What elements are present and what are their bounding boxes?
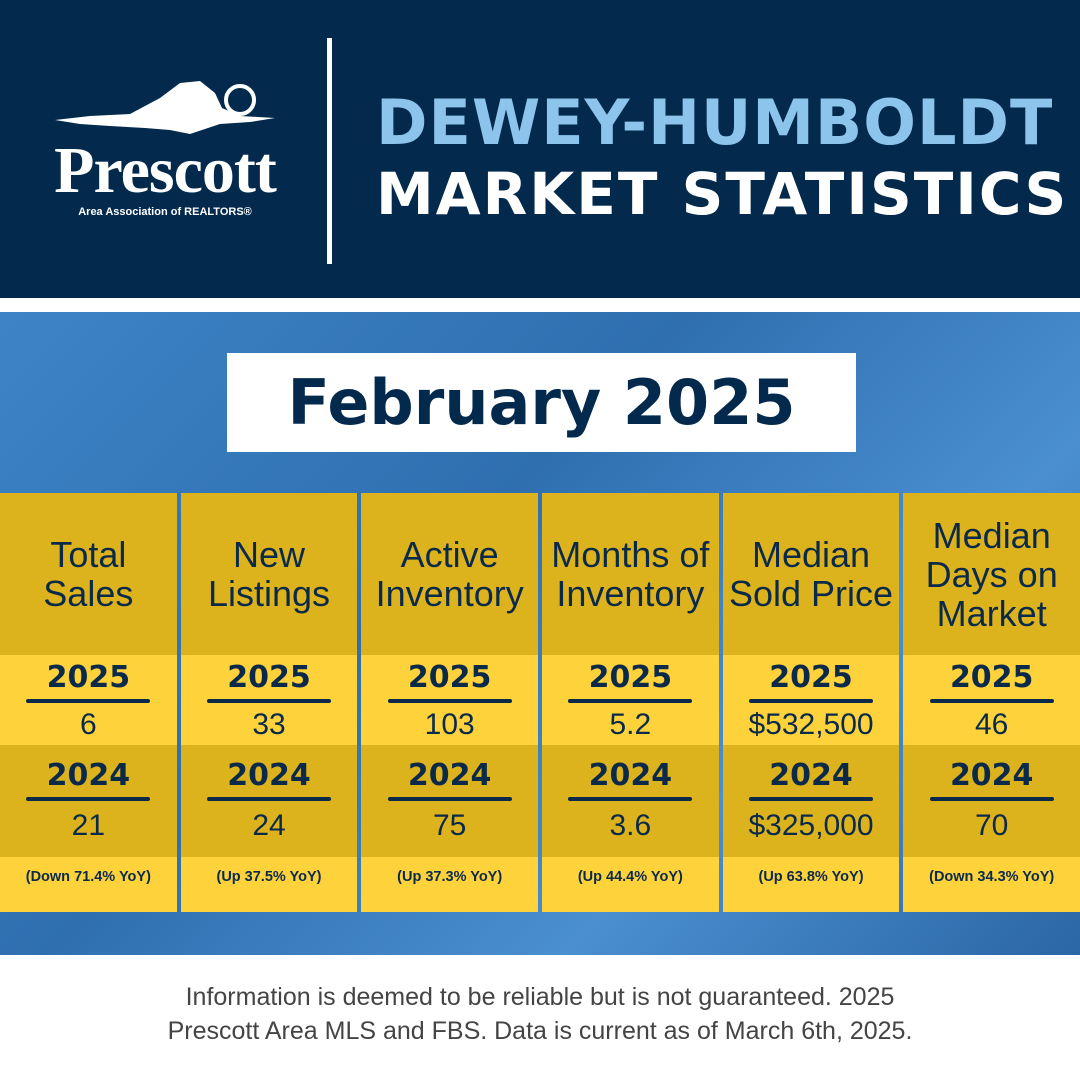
current-year-row: 2025 46 bbox=[903, 655, 1080, 745]
stat-column: Active Inventory 2025 103 2024 75 (Up 37.3… bbox=[361, 493, 539, 912]
current-year: 2025 bbox=[227, 660, 311, 695]
prior-value: 70 bbox=[975, 809, 1009, 842]
prior-year: 2024 bbox=[949, 758, 1034, 793]
disclaimer-line-2: Prescott Area MLS and FBS. Data is curre… bbox=[167, 1017, 913, 1045]
stat-column: Total Sales 2025 6 2024 21 (Down 71.4% YoY… bbox=[0, 493, 177, 912]
underline bbox=[207, 797, 331, 801]
current-year: 2025 bbox=[949, 660, 1034, 695]
prior-value: 24 bbox=[252, 809, 286, 842]
stats-table: Total Sales 2025 6 2024 21 (Down 71.4% YoY… bbox=[0, 493, 1080, 912]
underline bbox=[387, 699, 512, 703]
yoy-change: (Up 37.3% YoY) bbox=[361, 857, 539, 912]
stat-label: Months of Inventory bbox=[542, 493, 719, 655]
current-year: 2025 bbox=[588, 660, 673, 695]
disclaimer-line-1: Information is deemed to be reliable but… bbox=[185, 983, 895, 1011]
prior-year: 2024 bbox=[227, 758, 311, 793]
page-title: MARKET STATISTICS bbox=[376, 160, 1069, 228]
current-year: 2025 bbox=[407, 660, 492, 695]
underline bbox=[749, 699, 874, 703]
yoy-change: (Down 71.4% YoY) bbox=[0, 857, 177, 912]
yoy-change: (Up 63.8% YoY) bbox=[722, 857, 900, 912]
prior-year: 2024 bbox=[769, 758, 853, 793]
current-value: 33 bbox=[252, 708, 286, 741]
prior-year-row: 2024 21 bbox=[0, 745, 177, 857]
underline bbox=[749, 797, 874, 801]
header-divider bbox=[327, 38, 332, 264]
underline bbox=[207, 699, 331, 703]
current-year-row: 2025 103 bbox=[361, 655, 539, 745]
current-year-row: 2025 6 bbox=[0, 655, 177, 745]
current-value: 5.2 bbox=[609, 708, 652, 741]
underline bbox=[387, 797, 512, 801]
stat-column: Median Days on Market 2025 46 2024 70 (Dow… bbox=[903, 493, 1080, 912]
current-value: 6 bbox=[79, 708, 97, 741]
underline bbox=[929, 699, 1054, 703]
logo-name: Prescott bbox=[54, 134, 277, 207]
current-value: 46 bbox=[975, 708, 1009, 741]
current-year-row: 2025 33 bbox=[180, 655, 358, 745]
prior-year: 2024 bbox=[407, 758, 492, 793]
underline bbox=[26, 797, 151, 801]
month-title: February 2025 bbox=[227, 353, 856, 452]
logo: Prescott Area Association of REALTORS® bbox=[30, 78, 300, 238]
current-year-row: 2025 $532,500 bbox=[722, 655, 900, 745]
disclaimer: Information is deemed to be reliable but… bbox=[0, 980, 1080, 1048]
prior-year: 2024 bbox=[46, 758, 131, 793]
stat-label: New Listings bbox=[180, 493, 358, 655]
header: Prescott Area Association of REALTORS® D… bbox=[0, 0, 1080, 298]
current-value: $532,500 bbox=[748, 708, 874, 741]
mountain-logo-icon bbox=[55, 81, 275, 134]
current-value: 103 bbox=[424, 708, 475, 741]
stat-column: Median Sold Price 2025 $532,500 2024 $325,… bbox=[722, 493, 900, 912]
prior-value: $325,000 bbox=[748, 809, 874, 842]
yoy-change: (Up 37.5% YoY) bbox=[180, 857, 358, 912]
current-year: 2025 bbox=[46, 660, 131, 695]
prior-value: 3.6 bbox=[609, 809, 652, 842]
stat-label: Median Days on Market bbox=[903, 493, 1080, 655]
prior-year-row: 2024 75 bbox=[361, 745, 539, 857]
prior-value: 21 bbox=[71, 809, 106, 842]
prior-year-row: 2024 24 bbox=[180, 745, 358, 857]
logo-subtitle: Area Association of REALTORS® bbox=[78, 206, 252, 218]
stat-column: Months of Inventory 2025 5.2 2024 3.6 (Up … bbox=[542, 493, 719, 912]
yoy-change: (Up 44.4% YoY) bbox=[542, 857, 719, 912]
area-title: DEWEY-HUMBOLDT bbox=[376, 86, 1054, 159]
prior-value: 75 bbox=[432, 809, 467, 842]
underline bbox=[929, 797, 1054, 801]
yoy-change: (Down 34.3% YoY) bbox=[903, 857, 1080, 912]
prior-year-row: 2024 70 bbox=[903, 745, 1080, 857]
underline bbox=[26, 699, 151, 703]
underline bbox=[568, 699, 693, 703]
stat-column: New Listings 2025 33 2024 24 (Up 37.5% YoY… bbox=[180, 493, 358, 912]
current-year-row: 2025 5.2 bbox=[542, 655, 719, 745]
divider-stripe bbox=[0, 298, 1080, 312]
current-year: 2025 bbox=[769, 660, 853, 695]
stat-label: Median Sold Price bbox=[722, 493, 900, 655]
prior-year-row: 2024 3.6 bbox=[542, 745, 719, 857]
prior-year-row: 2024 $325,000 bbox=[722, 745, 900, 857]
underline bbox=[568, 797, 693, 801]
prior-year: 2024 bbox=[588, 758, 673, 793]
stat-label: Active Inventory bbox=[361, 493, 539, 655]
stat-label: Total Sales bbox=[0, 493, 177, 655]
